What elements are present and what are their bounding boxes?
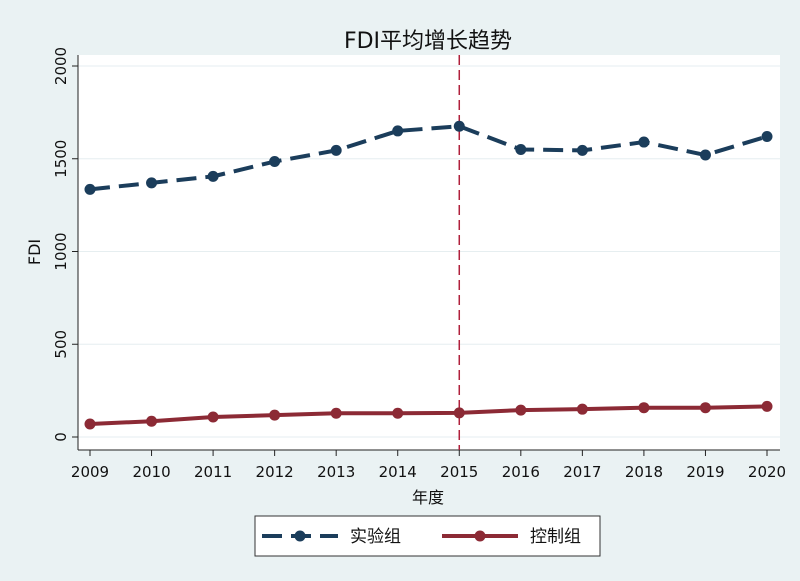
y-axis-label: FDI <box>25 239 44 265</box>
series-1-point-2010 <box>146 177 158 189</box>
series-1-point-2018 <box>638 136 650 148</box>
series-1-point-2012 <box>269 156 281 168</box>
series-2-point-2018 <box>638 402 650 414</box>
series-2-point-2019 <box>699 402 711 414</box>
series-1-point-2015 <box>453 120 465 132</box>
y-axis-ticks: 0 500 1000 1500 2000 <box>52 47 78 442</box>
series-1-point-2013 <box>330 144 342 156</box>
series-1-point-2009 <box>84 183 96 195</box>
y-tick-label-1500: 1500 <box>52 140 70 178</box>
x-tick-label-2010: 2010 <box>132 463 170 481</box>
y-tick-label-2000: 2000 <box>52 47 70 85</box>
series-group <box>84 120 773 430</box>
series-2-point-2017 <box>576 403 588 415</box>
series-2-point-2013 <box>330 407 342 419</box>
series-1 <box>84 120 773 195</box>
gridlines <box>78 65 780 438</box>
x-axis-label: 年度 <box>412 488 444 507</box>
x-tick-label-2012: 2012 <box>256 463 294 481</box>
legend-label-1: 实验组 <box>350 527 401 547</box>
y-tick-label-1000: 1000 <box>52 232 70 270</box>
series-1-point-2014 <box>392 125 404 137</box>
x-tick-label-2017: 2017 <box>563 463 601 481</box>
x-tick-label-2018: 2018 <box>625 463 663 481</box>
series-1-point-2011 <box>207 170 219 182</box>
x-tick-label-2011: 2011 <box>194 463 232 481</box>
x-axis-ticks: 2009 2010 2011 2012 2013 2014 2015 2016 2017 2018… <box>71 450 786 481</box>
series-2-point-2012 <box>269 409 281 421</box>
series-1-point-2019 <box>699 149 711 161</box>
series-1-point-2016 <box>515 143 527 155</box>
series-2-point-2009 <box>84 418 96 430</box>
plot-area <box>78 55 780 450</box>
chart-title: FDI平均增长趋势 <box>344 29 512 54</box>
legend-box <box>254 515 601 557</box>
series-1-point-2020 <box>761 130 773 142</box>
legend-marker-2 <box>474 530 486 542</box>
y-tick-label-0: 0 <box>52 432 70 442</box>
x-tick-label-2015: 2015 <box>440 463 478 481</box>
series-2-point-2011 <box>207 411 219 423</box>
series-2-point-2016 <box>515 404 527 416</box>
legend-label-2: 控制组 <box>530 527 581 547</box>
series-1-point-2017 <box>576 144 588 156</box>
series-2-line <box>89 404 768 427</box>
x-tick-label-2009: 2009 <box>71 463 109 481</box>
series-2-point-2020 <box>761 400 773 412</box>
x-tick-label-2016: 2016 <box>502 463 540 481</box>
legend-marker-1 <box>294 530 306 542</box>
series-2-point-2015 <box>453 407 465 419</box>
legend: 实验组 控制组 <box>254 515 601 557</box>
series-2 <box>84 400 773 430</box>
x-tick-label-2014: 2014 <box>379 463 417 481</box>
x-tick-label-2020: 2020 <box>748 463 786 481</box>
series-2-point-2010 <box>146 415 158 427</box>
series-2-point-2014 <box>392 407 404 419</box>
y-tick-label-500: 500 <box>52 330 70 359</box>
x-tick-label-2013: 2013 <box>317 463 355 481</box>
x-tick-label-2019: 2019 <box>686 463 724 481</box>
